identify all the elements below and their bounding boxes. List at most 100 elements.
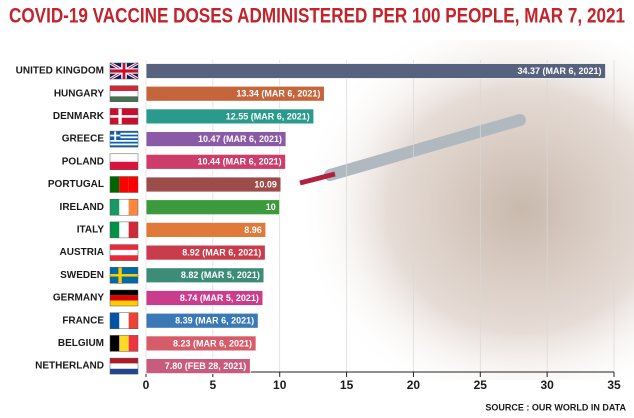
value-label: 10: [266, 202, 276, 212]
flag-stripe: [110, 249, 138, 256]
category-label: GERMANY: [53, 293, 104, 304]
flag-stripe: [110, 244, 138, 250]
category-label: BELGIUM: [58, 338, 104, 349]
flag-border: [109, 108, 139, 125]
flag-border: [109, 312, 139, 329]
syringe: [324, 114, 526, 181]
flag: [109, 267, 139, 284]
flag-cross: [110, 134, 121, 137]
flag: [109, 335, 139, 352]
flag-border: [109, 335, 139, 352]
flag-stripe: [110, 363, 138, 369]
x-tick-label: 35: [607, 378, 621, 392]
flag-border: [109, 130, 139, 148]
flag-stripe: [110, 131, 138, 133]
x-tick-label: 15: [340, 378, 354, 392]
flag-stripe: [110, 335, 120, 352]
category-label: DENMARK: [53, 111, 105, 122]
flag-stripe: [110, 199, 120, 216]
flag: [109, 198, 139, 216]
syringe-needle: [299, 171, 336, 186]
flag-border: [109, 244, 139, 261]
flag-cross: [110, 69, 138, 73]
x-tick-label: 10: [273, 378, 287, 392]
value-label: 10.09: [254, 179, 277, 189]
flag: [109, 357, 139, 375]
flag-stripe: [110, 141, 138, 144]
category-label: FRANCE: [62, 315, 104, 326]
flag-stripe: [110, 255, 138, 261]
flag-stripe: [110, 153, 138, 162]
flag-stripe: [110, 136, 138, 139]
value-label: 10.44 (MAR 6, 2021): [198, 157, 282, 167]
bar: [145, 358, 251, 375]
bar: [145, 85, 325, 102]
flag-border: [109, 85, 139, 102]
value-label: 34.37 (MAR 6, 2021): [518, 66, 602, 76]
flag: [109, 221, 139, 239]
value-label: 10.47 (MAR 6, 2021): [198, 134, 282, 144]
flag-stripe: [110, 138, 138, 140]
value-label: 8.96: [244, 225, 262, 235]
flag-stripe: [119, 221, 129, 238]
value-label: 7.80 (FEB 28, 2021): [165, 361, 247, 371]
value-label: 8.23 (MAR 6, 2021): [173, 338, 252, 348]
flag-stripe: [110, 132, 138, 135]
flag-stripe: [110, 134, 138, 137]
x-tick-label: 20: [407, 378, 421, 392]
category-label: AUSTRIA: [60, 247, 104, 258]
flag-stripe: [128, 176, 138, 193]
flag-stripe: [110, 143, 138, 146]
category-label: SWEDEN: [60, 270, 104, 281]
bar: [145, 290, 264, 306]
flag-border: [109, 176, 139, 193]
flag-stripe: [110, 96, 138, 102]
source: SOURCE : OUR WORLD IN DATA: [485, 402, 626, 412]
flag-border: [109, 357, 139, 375]
flag-stripe: [119, 312, 129, 329]
flag-stripe: [110, 368, 138, 375]
category-label: GREECE: [62, 134, 105, 145]
value-label: 8.74 (MAR 5, 2021): [180, 293, 259, 303]
flag-stripe: [110, 145, 138, 148]
flag-stripe: [110, 161, 138, 170]
flag: [109, 244, 139, 261]
flag: [109, 176, 139, 193]
flag-stripe: [119, 199, 129, 216]
flag-stripe: [110, 290, 138, 296]
value-label: 12.55 (MAR 6, 2021): [226, 111, 310, 121]
flag-border: [109, 221, 139, 239]
flag-stripe: [128, 199, 138, 216]
x-tick-label: 5: [210, 378, 217, 392]
bar: [145, 335, 257, 352]
bar: [145, 153, 286, 170]
bar: [145, 267, 265, 284]
flag: [109, 312, 139, 329]
flag-border: [109, 289, 139, 307]
flag-stripe: [110, 312, 120, 329]
category-label: IRELAND: [60, 202, 104, 213]
flag-stripe: [110, 221, 120, 238]
category-label: UNITED KINGDOM: [16, 66, 104, 77]
category-label: ITALY: [77, 225, 105, 236]
flag-stripe: [110, 139, 138, 142]
category-label: NETHERLAND: [35, 361, 104, 372]
flag: [109, 61, 139, 81]
flag-cross: [110, 274, 138, 277]
bar: [145, 312, 259, 329]
bar: [145, 199, 281, 216]
bar: [145, 63, 606, 79]
flag: [109, 108, 139, 125]
x-tick-label: 25: [474, 378, 488, 392]
flag-stripe: [128, 335, 138, 352]
bar: [145, 244, 266, 261]
flag-border: [109, 198, 139, 216]
flag-stripe: [110, 358, 138, 364]
flag-stripe: [119, 335, 129, 352]
bar: [145, 108, 315, 125]
x-tick-label: 30: [540, 378, 554, 392]
category-label: HUNGARY: [54, 88, 105, 99]
flag-stripe: [119, 176, 129, 193]
flag-stripe: [110, 176, 120, 193]
